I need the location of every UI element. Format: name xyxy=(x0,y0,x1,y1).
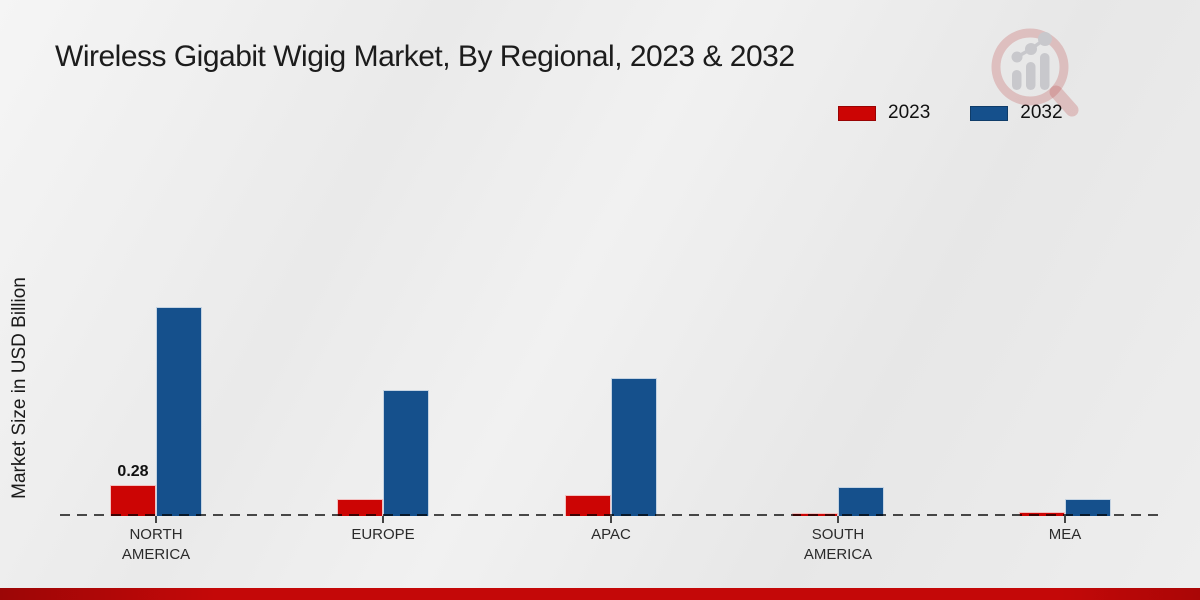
footer-accent-bar xyxy=(0,588,1200,600)
magnifier-bar-chart-icon xyxy=(991,28,1079,117)
x-tick-europe xyxy=(382,516,384,523)
chart-title: Wireless Gigabit Wigig Market, By Region… xyxy=(55,40,795,73)
bar-value-label: 0.28 xyxy=(117,463,149,480)
bar-2023-europe xyxy=(337,499,383,516)
x-tick-mea xyxy=(1064,516,1066,523)
x-tick-south-america xyxy=(837,516,839,523)
bar-2023-apac xyxy=(565,495,611,516)
legend-label-2032: 2032 xyxy=(1020,102,1063,123)
bar-2032-south-america xyxy=(838,487,884,516)
legend-label-2023: 2023 xyxy=(888,102,931,123)
bar-2032-mea xyxy=(1065,499,1111,516)
bar-2032-europe xyxy=(383,390,429,516)
brand-watermark-logo xyxy=(985,26,1080,118)
x-category-label-south-america: SOUTH AMERICA xyxy=(803,526,873,563)
x-category-label-apac: APAC xyxy=(591,526,631,543)
x-category-label-europe: EUROPE xyxy=(351,526,415,543)
x-category-label-north-america: NORTH AMERICA xyxy=(121,526,191,563)
x-tick-north-america xyxy=(155,516,157,523)
x-tick-apac xyxy=(610,516,612,523)
legend-swatch-2023-icon xyxy=(838,105,876,121)
bar-2023-north-america xyxy=(110,485,156,516)
x-category-label-mea: MEA xyxy=(1048,526,1082,543)
x-axis-baseline xyxy=(60,514,1158,517)
legend: 2023 2032 xyxy=(838,102,1063,124)
legend-swatch-2032-icon xyxy=(970,105,1009,121)
legend-item-2023: 2023 xyxy=(838,102,930,124)
bar-2032-north-america xyxy=(156,307,202,516)
legend-item-2032: 2032 xyxy=(970,102,1063,124)
bar-2032-apac xyxy=(611,378,657,516)
